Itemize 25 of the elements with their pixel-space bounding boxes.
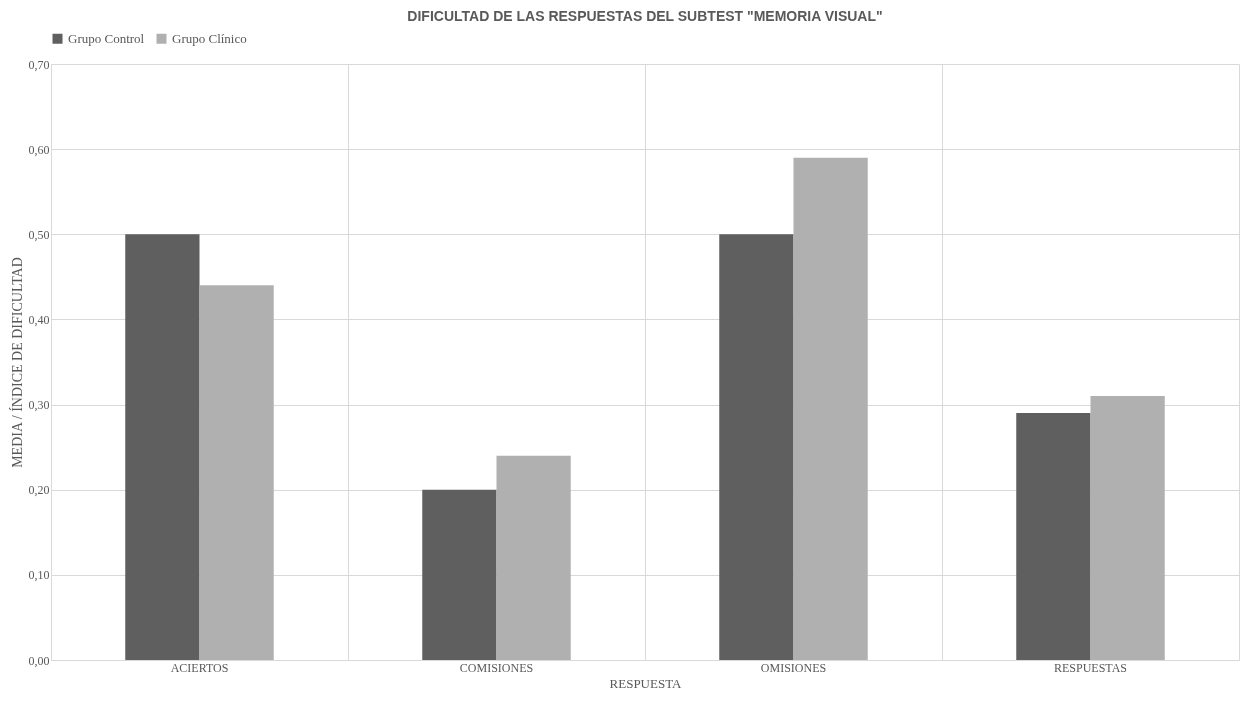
bar: [125, 234, 200, 660]
y-tick-label: 0,60: [28, 142, 50, 157]
x-tick-label: COMISIONES: [459, 660, 534, 675]
y-axis-title: MEDIA / ÍNDICE DE DIFICULTAD: [8, 257, 25, 468]
x-axis-title: RESPUESTA: [609, 675, 683, 691]
x-tick-label: RESPUESTAS: [1053, 660, 1128, 675]
bar: [793, 157, 868, 660]
bar: [1090, 396, 1165, 660]
x-tick-label: ACIERTOS: [170, 660, 229, 675]
x-tick-label: OMISIONES: [760, 660, 827, 675]
bar: [199, 285, 274, 660]
y-tick-label: 0,10: [28, 568, 50, 583]
bar: [422, 489, 497, 660]
y-tick-label: 0,00: [28, 653, 50, 668]
bar: [1016, 413, 1091, 660]
bar: [719, 234, 794, 660]
y-tick-label: 0,40: [28, 312, 50, 327]
legend-label: Grupo Control: [68, 30, 145, 46]
y-tick-label: 0,30: [28, 398, 50, 413]
y-tick-label: 0,20: [28, 483, 50, 498]
y-tick-label: 0,50: [28, 227, 50, 242]
chart-title: DIFICULTAD DE LAS RESPUESTAS DEL SUBTEST "MEMORIA VISUAL": [407, 8, 883, 24]
legend-label: Grupo Clínico: [172, 30, 247, 46]
bar: [496, 455, 571, 660]
y-tick-label: 0,70: [28, 57, 50, 72]
